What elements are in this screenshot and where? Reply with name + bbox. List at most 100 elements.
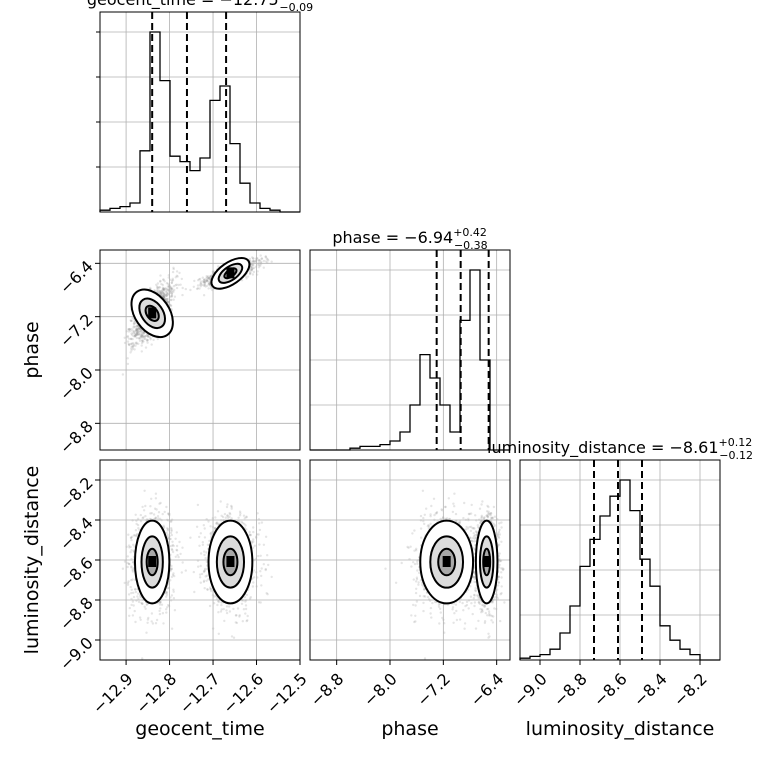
scatter-point [160,294,163,297]
scatter-point [155,618,159,622]
scatter-point [426,525,429,528]
scatter-point [244,524,247,527]
scatter-point [207,281,210,284]
scatter-point [134,334,137,337]
scatter-point [170,627,174,630]
scatter-point [258,543,261,546]
scatter-point [154,622,158,625]
scatter-point [159,601,162,604]
scatter-point [250,265,254,268]
scatter-point [245,277,248,280]
scatter-point [208,282,211,285]
scatter-point [265,257,268,260]
scatter-point [173,574,176,578]
scatter-point [173,609,177,612]
scatter-point [161,289,164,292]
scatter-point [474,589,477,592]
scatter-point [142,516,145,519]
scatter-point [252,530,255,534]
scatter-point [162,622,165,625]
scatter-point [123,581,126,585]
scatter-point [132,344,135,347]
scatter-point [208,277,211,280]
scatter-point [166,527,169,530]
scatter-point [161,288,164,291]
scatter-point [244,604,248,607]
scatter-point [251,546,255,549]
scatter-point [162,278,165,281]
scatter-point [246,614,249,618]
scatter-point [159,290,162,293]
scatter-point [153,507,157,510]
scatter-point [152,338,155,342]
scatter-point [208,276,211,280]
scatter-point [128,327,131,331]
scatter-point [170,287,173,291]
scatter-point [220,514,223,517]
scatter-point [199,532,202,535]
scatter-point [205,279,208,282]
scatter-point [165,299,168,302]
scatter-point [136,330,139,334]
scatter-point [129,319,132,322]
scatter-point [497,575,501,579]
scatter-point [198,535,201,539]
scatter-point [138,337,141,340]
scatter-point [146,335,150,338]
scatter-point [498,563,501,567]
scatter-point [181,546,184,549]
scatter-point [177,283,180,287]
scatter-point [121,373,125,376]
scatter-point [132,534,136,537]
scatter-point [174,284,177,287]
scatter-point [165,294,168,298]
scatter-point [130,349,133,352]
scatter-point [199,564,202,568]
scatter-point [133,334,137,338]
scatter-point [243,517,246,520]
scatter-point [142,332,145,336]
scatter-point [464,604,467,608]
scatter-point [173,288,176,292]
scatter-point [133,321,136,324]
scatter-point [133,335,136,338]
scatter-point [193,590,196,594]
scatter-point [137,328,140,331]
scatter-point [175,286,179,290]
scatter-point [232,607,235,611]
scatter-point [487,610,491,613]
scatter-point [180,277,183,281]
scatter-point [258,259,262,262]
scatter-point [139,520,143,523]
scatter-point [162,294,166,298]
scatter-point [259,554,262,557]
scatter-point [175,549,179,552]
scatter-point [134,588,137,591]
scatter-point [130,333,134,336]
scatter-point [181,561,184,564]
scatter-point [146,621,149,624]
scatter-point [248,272,252,275]
scatter-point [414,614,417,617]
scatter-point [172,572,175,575]
scatter-point [473,571,476,574]
scatter-point [126,581,130,584]
scatter-point [216,599,220,603]
scatter-point [135,522,138,526]
scatter-point [170,544,173,548]
scatter-point [238,510,242,513]
scatter-point [215,597,219,600]
scatter-point [172,590,175,593]
scatter-point [126,565,129,569]
scatter-point [143,605,146,608]
scatter-point [172,298,175,301]
scatter-point [206,588,209,591]
scatter-point [157,511,161,514]
scatter-point [473,580,476,584]
scatter-point [162,278,165,281]
scatter-point [137,333,141,336]
scatter-point [166,292,169,296]
scatter-point [205,579,208,582]
scatter-point [201,541,204,544]
